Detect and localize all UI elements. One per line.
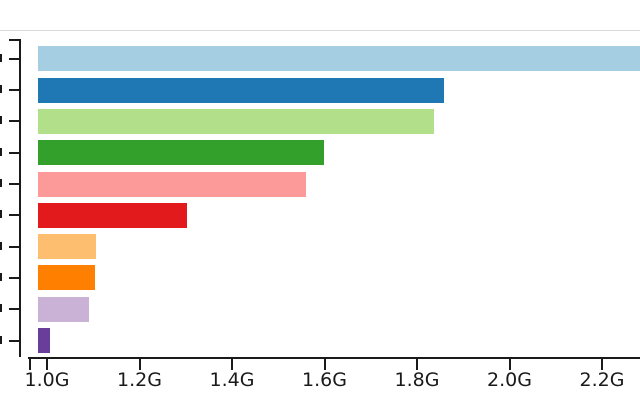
y-tick [9, 245, 19, 248]
y-tick [9, 214, 19, 217]
y-tick [9, 276, 19, 279]
y-tick [9, 183, 19, 185]
x-tick-label: 2.2G [579, 369, 625, 391]
x-tick-label: 1.8G [394, 369, 440, 391]
x-tick-label: 1.6G [302, 369, 347, 391]
x-tick-label: 1.2G [117, 369, 162, 391]
x-tick-label: 1.4G [209, 369, 255, 391]
y-tick [9, 57, 19, 60]
x-tick [231, 359, 233, 370]
x-tick [323, 359, 326, 370]
bar-segment [38, 296, 89, 322]
y-label-cutoff-fragment [0, 335, 2, 344]
y-label-cutoff-fragment [0, 179, 2, 187]
y-tick [9, 339, 19, 342]
y-label-cutoff-fragment [0, 272, 2, 281]
x-tick-label: 1.0G [24, 369, 70, 391]
x-axis-spine [28, 357, 640, 359]
bar-segment [38, 265, 95, 291]
bar-segment [38, 108, 434, 134]
x-tick [508, 359, 511, 370]
y-label-cutoff-fragment [0, 147, 2, 156]
x-tick [138, 359, 141, 370]
bar-segment [38, 171, 307, 197]
x-tick-label: 2.0G [487, 369, 532, 391]
y-label-cutoff-fragment [0, 85, 2, 94]
y-tick [9, 120, 19, 123]
x-tick [416, 359, 418, 370]
bar-segment [38, 46, 640, 72]
y-axis-spine [19, 39, 21, 357]
bar-segment [38, 234, 97, 260]
x-tick [46, 359, 48, 370]
y-tick [9, 89, 19, 92]
y-tick [9, 308, 19, 311]
y-label-cutoff-fragment [0, 210, 2, 219]
x-tick [601, 359, 603, 370]
x-axis-end-cap-tick [29, 359, 31, 370]
y-tick [9, 151, 19, 154]
y-label-cutoff-fragment [0, 116, 2, 125]
bar-segment [38, 202, 187, 228]
bar-segment [38, 328, 50, 353]
y-label-cutoff-fragment [0, 304, 2, 313]
y-axis-end-cap-tick [9, 39, 19, 41]
y-label-cutoff-fragment [0, 53, 2, 62]
bar-segment [38, 140, 324, 166]
bar-segment [38, 77, 445, 103]
top-border-line [0, 30, 640, 31]
y-label-cutoff-fragment [0, 241, 2, 250]
